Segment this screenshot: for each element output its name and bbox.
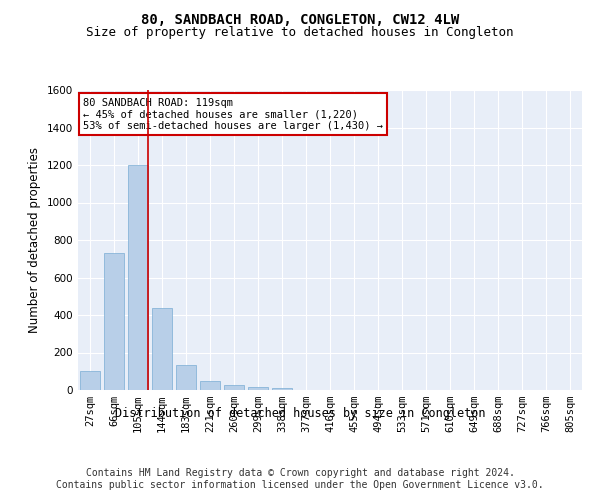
Bar bbox=[272, 388, 292, 390]
Bar bbox=[104, 253, 124, 390]
Y-axis label: Number of detached properties: Number of detached properties bbox=[28, 147, 41, 333]
Text: 80 SANDBACH ROAD: 119sqm
← 45% of detached houses are smaller (1,220)
53% of sem: 80 SANDBACH ROAD: 119sqm ← 45% of detach… bbox=[83, 98, 383, 130]
Bar bbox=[176, 364, 196, 390]
Bar bbox=[200, 380, 220, 390]
Bar bbox=[128, 165, 148, 390]
Bar bbox=[248, 386, 268, 390]
Text: Contains HM Land Registry data © Crown copyright and database right 2024.
Contai: Contains HM Land Registry data © Crown c… bbox=[56, 468, 544, 490]
Text: 80, SANDBACH ROAD, CONGLETON, CW12 4LW: 80, SANDBACH ROAD, CONGLETON, CW12 4LW bbox=[141, 12, 459, 26]
Bar bbox=[152, 308, 172, 390]
Bar bbox=[224, 385, 244, 390]
Text: Size of property relative to detached houses in Congleton: Size of property relative to detached ho… bbox=[86, 26, 514, 39]
Text: Distribution of detached houses by size in Congleton: Distribution of detached houses by size … bbox=[115, 408, 485, 420]
Bar bbox=[80, 371, 100, 390]
